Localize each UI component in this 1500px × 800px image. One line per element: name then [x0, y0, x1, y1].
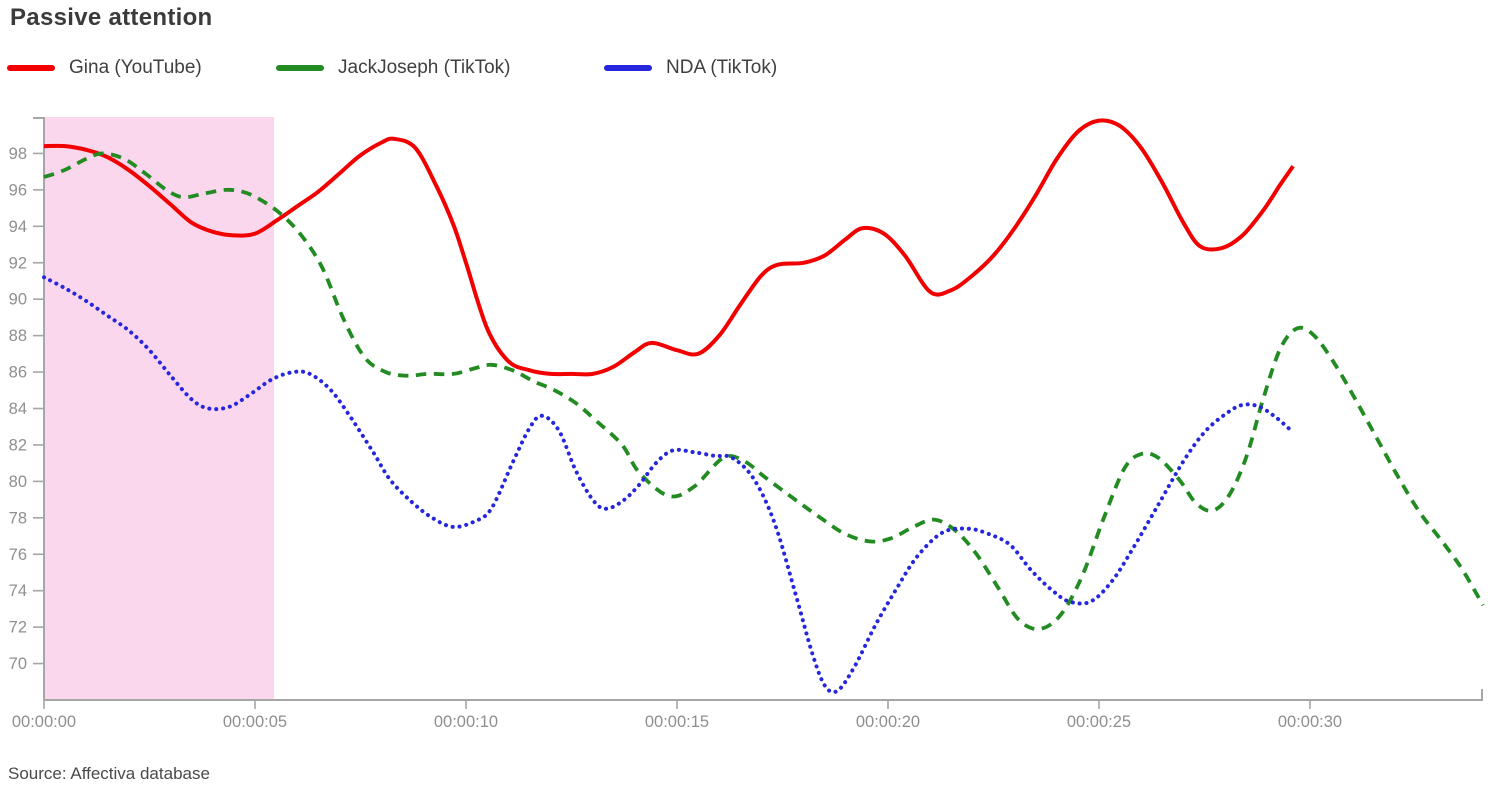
legend-item-nda[interactable]: NDA (TikTok): [604, 54, 777, 82]
y-tick-label: 76: [9, 546, 27, 564]
y-tick-label: 86: [9, 364, 27, 382]
x-tick-label: 00:00:25: [1067, 713, 1131, 731]
x-tick-label: 00:00:20: [856, 713, 920, 731]
legend-label-gina: Gina (YouTube): [69, 57, 202, 78]
legend-swatch-nda-icon: [604, 65, 652, 71]
y-tick-label: 72: [9, 619, 27, 637]
y-tick-label: 98: [9, 145, 27, 163]
y-tick-label: 92: [9, 254, 27, 272]
series-line-jackjoseph: [43, 151, 1485, 631]
highlight-band[interactable]: [44, 117, 274, 700]
x-tick-label: 00:00:10: [434, 713, 498, 731]
y-tick-label: 80: [9, 473, 27, 491]
y-tick-label: 84: [9, 400, 27, 418]
y-tick-label: 90: [9, 291, 27, 309]
legend-swatch-gina-icon: [7, 65, 55, 71]
source-note: Source: Affectiva database: [8, 764, 210, 783]
x-tick-label: 00:00:05: [223, 713, 287, 731]
legend-label-jackjoseph: JackJoseph (TikTok): [338, 57, 511, 78]
y-tick-label: 94: [9, 218, 27, 236]
y-tick-label: 88: [9, 327, 27, 345]
y-tick-label: 78: [9, 509, 27, 527]
series-line-nda: [42, 275, 1291, 695]
legend-label-nda: NDA (TikTok): [666, 57, 778, 78]
x-tick-label: 00:00:30: [1278, 713, 1342, 731]
legend-swatch-jackjoseph-icon: [276, 65, 324, 71]
x-tick-label: 00:00:15: [645, 713, 709, 731]
legend: Gina (YouTube) JackJoseph (TikTok) NDA (…: [0, 54, 1500, 84]
y-tick-label: 74: [9, 582, 27, 600]
legend-item-jackjoseph[interactable]: JackJoseph (TikTok): [276, 54, 510, 82]
series-line-gina: [43, 118, 1295, 377]
y-tick-label: 82: [9, 436, 27, 454]
page-title: Passive attention: [10, 4, 213, 31]
legend-item-gina[interactable]: Gina (YouTube): [7, 54, 202, 82]
chart-canvas[interactable]: 98 96 94 92 90 88 86 84 82 80 78 76 74 72 70 00:00:00 00…: [0, 0, 1500, 760]
y-tick-label: 70: [9, 655, 27, 673]
x-tick-label: 00:00:00: [12, 713, 76, 731]
y-tick-label: 96: [9, 181, 27, 199]
